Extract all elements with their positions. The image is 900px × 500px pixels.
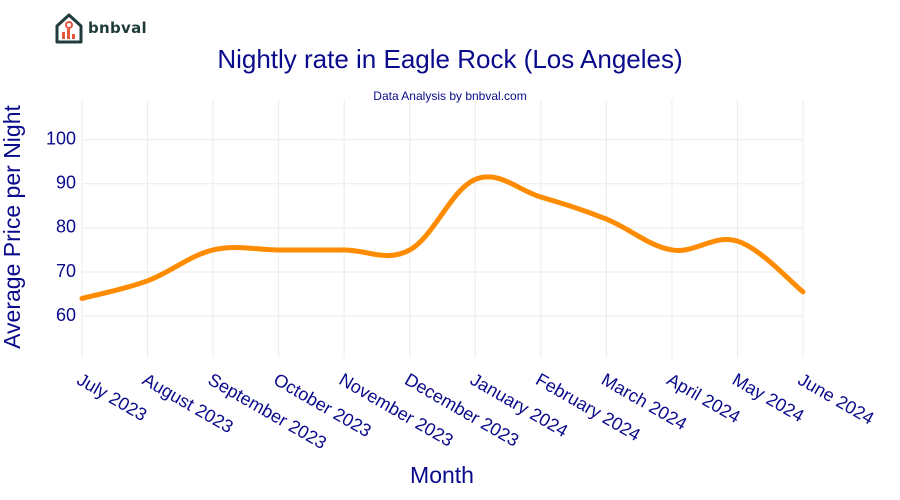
x-tick-label: May 2024 xyxy=(729,369,807,426)
series-layer xyxy=(79,174,806,301)
y-tick-label: 100 xyxy=(46,128,76,148)
y-gridlines xyxy=(82,139,803,317)
y-axis-title: Average Price per Night xyxy=(0,105,25,349)
chart-title: Nightly rate in Eagle Rock (Los Angeles) xyxy=(217,44,683,74)
x-tick-label: June 2024 xyxy=(795,369,878,428)
house-chart-icon xyxy=(55,13,83,44)
y-tick-label: 70 xyxy=(56,261,76,281)
y-tick-label: 90 xyxy=(56,173,76,193)
brand-name: bnbval xyxy=(88,19,147,37)
series-line xyxy=(79,174,806,301)
x-axis-title: Month xyxy=(410,462,474,488)
y-tick-label: 60 xyxy=(56,305,76,325)
x-tick-label: July 2023 xyxy=(74,369,151,425)
y-tick-label: 80 xyxy=(56,217,76,237)
x-tick-label: November 2023 xyxy=(336,369,457,450)
x-tick-label: December 2023 xyxy=(401,369,522,450)
x-gridlines xyxy=(81,100,804,358)
y-tick-labels: 60 70 80 90 100 xyxy=(46,128,76,324)
brand-logo: bnbval xyxy=(54,12,147,44)
chart-subtitle: Data Analysis by bnbval.com xyxy=(373,89,527,103)
